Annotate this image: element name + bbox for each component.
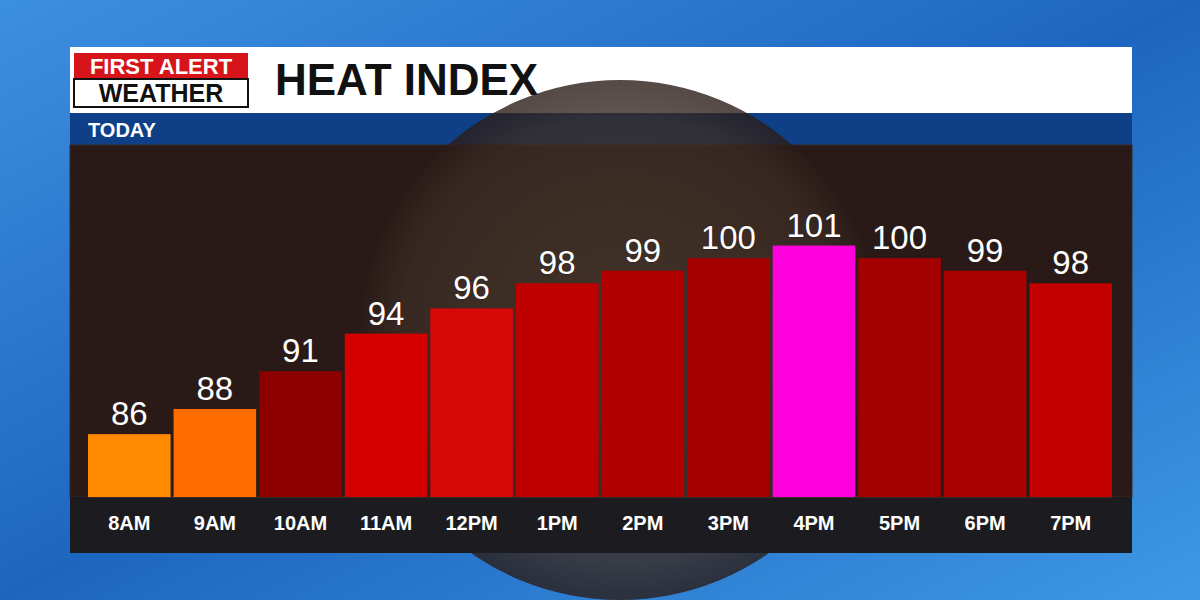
logo-bottom [74,79,248,107]
tick: 12PM [446,497,498,534]
tick: 1PM [537,497,578,534]
data-label: 88 [197,370,234,407]
tick: 9AM [194,497,236,534]
axis-line [89,497,1113,498]
data-label: 96 [453,269,490,306]
tick-label: 11AM [360,512,412,534]
bar [944,271,1027,497]
tick: 5PM [879,497,920,534]
logo-text: WEATHER [99,79,224,107]
logo-top [74,53,248,79]
tick-label: 7PM [1050,512,1091,534]
tick-label: 12PM [446,512,498,534]
tick: 11AM [360,497,412,534]
tick: 4PM [793,497,834,534]
data-label: 99 [624,232,661,269]
bar [773,246,856,497]
tick-label: 5PM [879,512,920,534]
data-label: 100 [872,219,927,256]
bar [345,334,428,497]
chart: FIRST ALERTWEATHER HEAT INDEX TODAY 86 88 91 9… [0,0,1200,600]
axis-band [70,497,1132,553]
logo: FIRST ALERTWEATHER [74,53,248,107]
bar [601,271,684,497]
background [0,0,1200,600]
tick: 8AM [108,497,150,534]
bars [88,246,1112,497]
data-label: 98 [539,244,576,281]
bar [516,283,599,497]
subtitle: TODAY [88,119,156,141]
tick-label: 3PM [708,512,749,534]
bar [88,434,171,497]
tick: 2PM [622,497,663,534]
tick: 10AM [274,497,327,534]
bar [1029,283,1112,497]
bar [858,258,941,497]
data-label: 99 [967,232,1004,269]
tick-label: 2PM [622,512,663,534]
tick: 7PM [1050,497,1091,534]
tick-label: 4PM [793,512,834,534]
data-label: 100 [701,219,756,256]
bar [430,308,513,497]
bar [687,258,770,497]
data-label: 91 [282,332,319,369]
data-label: 101 [786,207,841,244]
bar [259,371,342,497]
data-labels: 86 88 91 94 96 98 99 100 101 100 99 98 [111,207,1089,433]
logo-text: FIRST ALERT [90,54,233,79]
title: HEAT INDEX [275,55,538,104]
tick-label: 6PM [965,512,1006,534]
tick-label: 9AM [194,512,236,534]
tick: 6PM [965,497,1006,534]
tick-label: 10AM [274,512,327,534]
x-axis: 8AM 9AM 10AM 11AM 12PM 1PM 2PM 3PM 4PM 5PM 6PM 7PM [89,497,1113,534]
data-label: 94 [368,295,405,332]
tick: 3PM [708,497,749,534]
bar [174,409,257,497]
data-label: 86 [111,395,148,432]
tick-label: 1PM [537,512,578,534]
data-label: 98 [1052,244,1089,281]
tick-label: 8AM [108,512,150,534]
